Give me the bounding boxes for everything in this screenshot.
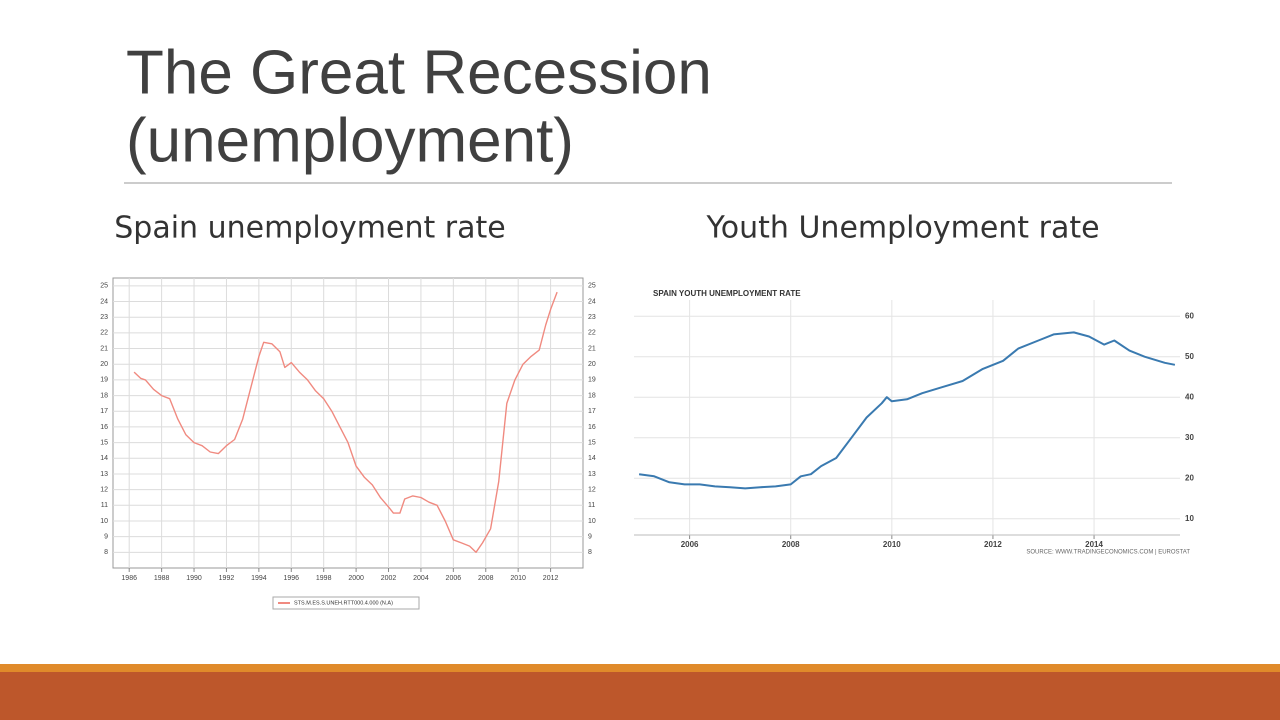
footer-band xyxy=(0,672,1280,720)
x-tick-label: 1990 xyxy=(186,575,202,582)
data-line xyxy=(638,331,1176,490)
y-tick-label: 50 xyxy=(1185,352,1194,361)
y-tick-label: 10 xyxy=(1185,514,1194,523)
x-tick-label: 2012 xyxy=(984,540,1002,549)
x-tick-label: 1992 xyxy=(219,575,235,582)
footer-stripe xyxy=(0,664,1280,672)
x-tick-label: 2008 xyxy=(782,540,800,549)
y-tick-label: 25 xyxy=(588,283,596,290)
y-tick-label: 12 xyxy=(100,486,108,493)
y-tick-label: 24 xyxy=(588,298,596,305)
y-tick-label: 14 xyxy=(588,455,596,462)
y-tick-label: 15 xyxy=(100,439,108,446)
y-tick-label: 21 xyxy=(100,345,108,352)
y-tick-label: 23 xyxy=(588,314,596,321)
y-tick-label: 10 xyxy=(588,518,596,525)
y-tick-label: 25 xyxy=(100,283,108,290)
x-tick-label: 1998 xyxy=(316,575,332,582)
x-tick-label: 2006 xyxy=(446,575,462,582)
chart-source: SOURCE: WWW.TRADINGECONOMICS.COM | EUROS… xyxy=(1026,550,1190,556)
x-tick-label: 2002 xyxy=(381,575,397,582)
y-tick-label: 9 xyxy=(588,533,592,540)
x-tick-label: 1986 xyxy=(121,575,137,582)
y-tick-label: 12 xyxy=(588,486,596,493)
y-tick-label: 21 xyxy=(588,345,596,352)
chart-heading: Youth Unemployment rate xyxy=(705,211,1099,246)
y-tick-label: 14 xyxy=(100,455,108,462)
legend-box xyxy=(272,596,420,610)
y-tick-label: 40 xyxy=(1185,392,1194,401)
y-tick-label: 15 xyxy=(588,439,596,446)
y-tick-label: 24 xyxy=(100,298,108,305)
plot-frame xyxy=(112,277,584,569)
y-tick-label: 19 xyxy=(588,377,596,384)
x-tick-label: 1988 xyxy=(154,575,170,582)
y-tick-label: 13 xyxy=(100,471,108,478)
y-tick-label: 11 xyxy=(588,502,595,509)
y-tick-label: 11 xyxy=(101,502,108,509)
x-tick-label: 2014 xyxy=(1085,540,1103,549)
slide-title: (unemployment) xyxy=(126,106,574,175)
x-tick-label: 2012 xyxy=(543,575,559,582)
y-tick-label: 22 xyxy=(100,330,108,337)
y-tick-label: 17 xyxy=(588,408,596,415)
y-tick-label: 16 xyxy=(100,424,108,431)
y-tick-label: 13 xyxy=(588,471,596,478)
y-tick-label: 60 xyxy=(1185,311,1194,320)
y-tick-label: 16 xyxy=(588,424,596,431)
x-tick-label: 2010 xyxy=(883,540,901,549)
x-tick-label: 1996 xyxy=(283,575,299,582)
data-line xyxy=(133,291,558,553)
y-tick-label: 9 xyxy=(104,533,108,540)
x-tick-label: 2006 xyxy=(681,540,699,549)
y-tick-label: 22 xyxy=(588,330,596,337)
y-tick-label: 8 xyxy=(104,549,108,556)
y-tick-label: 19 xyxy=(100,377,108,384)
x-tick-label: 2004 xyxy=(413,575,429,582)
x-tick-label: 2000 xyxy=(348,575,364,582)
y-tick-label: 18 xyxy=(100,392,108,399)
y-tick-label: 17 xyxy=(100,408,108,415)
y-tick-label: 20 xyxy=(1185,473,1194,482)
slide-title: The Great Recession xyxy=(126,38,712,107)
y-tick-label: 10 xyxy=(100,518,108,525)
legend-label: STS.M.ES.S.UNEH.RTT000.4.000 (N.A) xyxy=(294,600,393,606)
x-tick-label: 1994 xyxy=(251,575,267,582)
y-tick-label: 30 xyxy=(1185,433,1194,442)
y-tick-label: 8 xyxy=(588,549,592,556)
y-tick-label: 23 xyxy=(100,314,108,321)
y-tick-label: 18 xyxy=(588,392,596,399)
y-tick-label: 20 xyxy=(588,361,596,368)
chart-heading: Spain unemployment rate xyxy=(114,211,505,246)
chart-title: SPAIN YOUTH UNEMPLOYMENT RATE xyxy=(653,289,801,298)
x-tick-label: 2008 xyxy=(478,575,494,582)
x-tick-label: 2010 xyxy=(510,575,526,582)
y-tick-label: 20 xyxy=(100,361,108,368)
